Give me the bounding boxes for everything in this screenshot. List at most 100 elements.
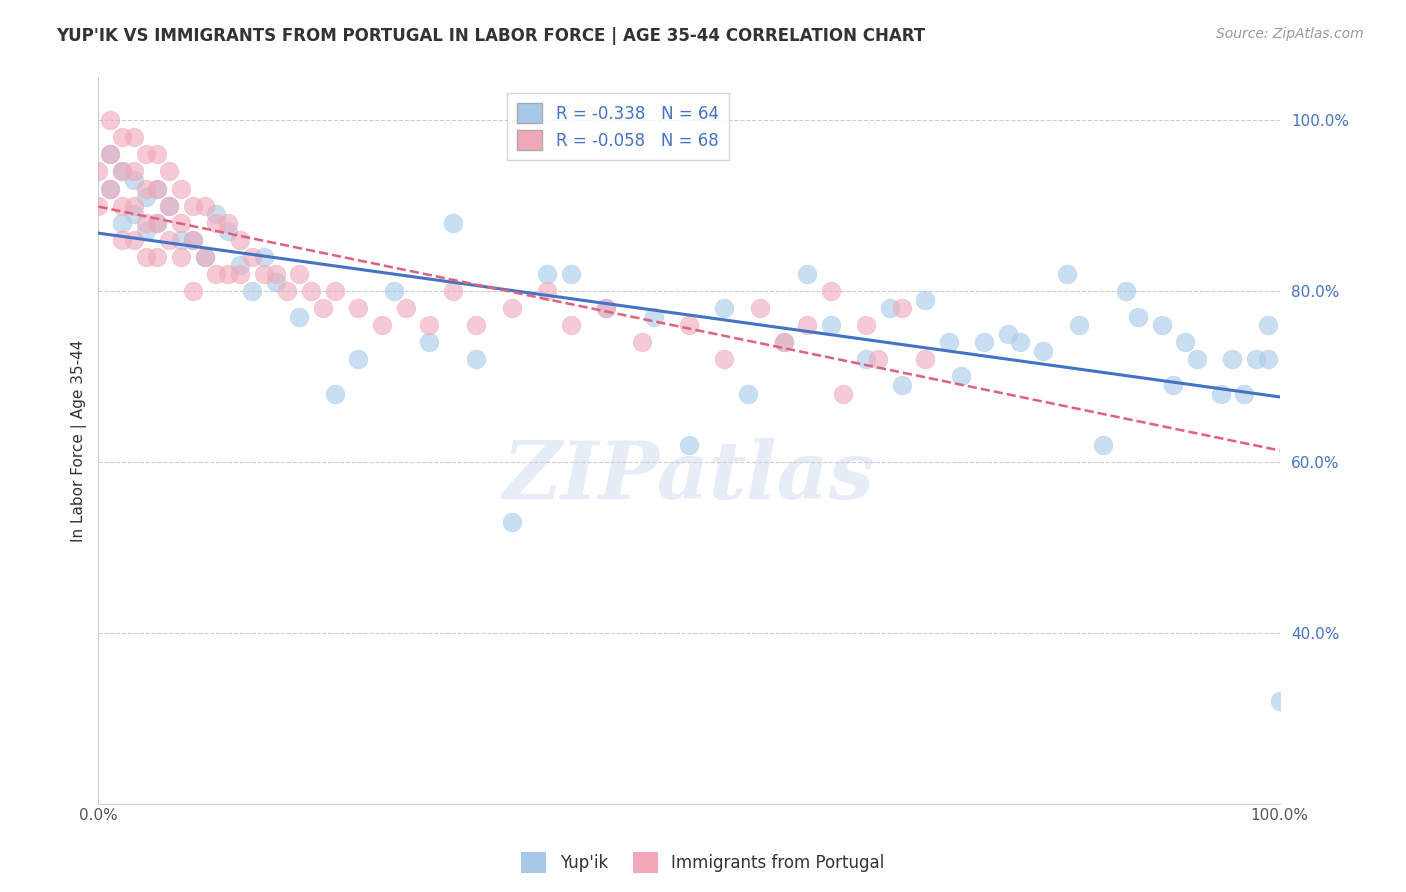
Point xyxy=(240,284,263,298)
Point xyxy=(1174,335,1197,350)
Point xyxy=(595,301,617,315)
Point xyxy=(1185,352,1208,367)
Point xyxy=(98,147,121,161)
Point xyxy=(229,267,252,281)
Point xyxy=(820,318,842,333)
Point xyxy=(796,267,818,281)
Point xyxy=(122,173,145,187)
Point xyxy=(217,216,239,230)
Point xyxy=(371,318,394,333)
Point xyxy=(1056,267,1078,281)
Point xyxy=(288,267,311,281)
Point xyxy=(501,515,523,529)
Point xyxy=(205,207,228,221)
Point xyxy=(98,147,121,161)
Point xyxy=(288,310,311,324)
Point xyxy=(949,369,972,384)
Y-axis label: In Labor Force | Age 35-44: In Labor Force | Age 35-44 xyxy=(72,339,87,541)
Point xyxy=(205,216,228,230)
Point xyxy=(868,352,890,367)
Point xyxy=(1244,352,1267,367)
Point xyxy=(938,335,960,350)
Point xyxy=(194,250,217,264)
Point xyxy=(111,164,134,178)
Point xyxy=(299,284,322,298)
Point xyxy=(890,378,912,392)
Point xyxy=(111,164,134,178)
Point xyxy=(253,250,276,264)
Point xyxy=(146,181,169,195)
Point xyxy=(737,386,759,401)
Point xyxy=(1222,352,1244,367)
Point xyxy=(122,164,145,178)
Point xyxy=(98,181,121,195)
Point xyxy=(146,181,169,195)
Point xyxy=(1067,318,1090,333)
Point xyxy=(441,284,464,298)
Point xyxy=(1257,318,1279,333)
Point xyxy=(560,318,582,333)
Point xyxy=(276,284,298,298)
Point xyxy=(560,267,582,281)
Point xyxy=(264,267,287,281)
Legend: Yup'ik, Immigrants from Portugal: Yup'ik, Immigrants from Portugal xyxy=(515,846,891,880)
Point xyxy=(796,318,818,333)
Point xyxy=(465,318,488,333)
Point xyxy=(229,259,252,273)
Point xyxy=(347,301,370,315)
Point xyxy=(1115,284,1137,298)
Point xyxy=(1032,343,1054,358)
Point xyxy=(111,216,134,230)
Point xyxy=(394,301,416,315)
Point xyxy=(678,318,700,333)
Point xyxy=(205,267,228,281)
Point xyxy=(217,267,239,281)
Point xyxy=(441,216,464,230)
Point xyxy=(323,386,346,401)
Point xyxy=(240,250,263,264)
Point xyxy=(194,198,217,212)
Point xyxy=(194,250,217,264)
Point xyxy=(264,276,287,290)
Point xyxy=(1257,352,1279,367)
Point xyxy=(111,130,134,145)
Point xyxy=(1268,694,1291,708)
Point xyxy=(146,216,169,230)
Point xyxy=(170,181,193,195)
Point xyxy=(772,335,794,350)
Point xyxy=(323,284,346,298)
Point xyxy=(122,130,145,145)
Point xyxy=(1163,378,1185,392)
Point xyxy=(831,386,853,401)
Point xyxy=(1091,438,1114,452)
Point xyxy=(1209,386,1232,401)
Point xyxy=(157,233,180,247)
Point xyxy=(997,326,1019,341)
Point xyxy=(122,207,145,221)
Legend: R = -0.338   N = 64, R = -0.058   N = 68: R = -0.338 N = 64, R = -0.058 N = 68 xyxy=(508,93,728,161)
Point xyxy=(820,284,842,298)
Point xyxy=(87,164,110,178)
Point xyxy=(217,224,239,238)
Point xyxy=(418,318,440,333)
Point xyxy=(382,284,405,298)
Point xyxy=(170,250,193,264)
Point xyxy=(146,147,169,161)
Point xyxy=(312,301,335,315)
Point xyxy=(122,198,145,212)
Point xyxy=(973,335,995,350)
Point xyxy=(347,352,370,367)
Point xyxy=(1008,335,1031,350)
Point xyxy=(111,233,134,247)
Point xyxy=(678,438,700,452)
Point xyxy=(181,198,204,212)
Point xyxy=(87,198,110,212)
Point xyxy=(713,352,735,367)
Point xyxy=(111,198,134,212)
Point xyxy=(1150,318,1173,333)
Point xyxy=(643,310,665,324)
Point xyxy=(181,233,204,247)
Point xyxy=(914,352,936,367)
Point xyxy=(855,318,877,333)
Point xyxy=(536,267,558,281)
